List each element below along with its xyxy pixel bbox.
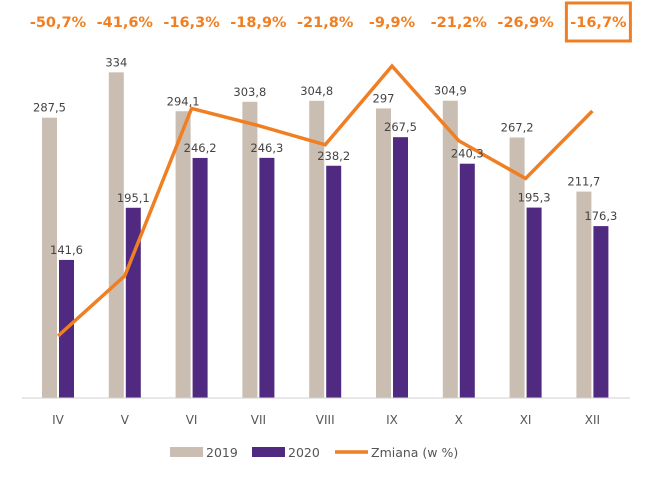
bar-2020-X <box>459 163 475 398</box>
x-tick-IV: IV <box>52 413 65 427</box>
legend-label-2019: 2019 <box>206 445 238 460</box>
value-label-2020-XI: 195,3 <box>518 191 551 205</box>
change-label-VII: -18,9% <box>230 15 287 31</box>
bar-2019-IV <box>42 117 57 398</box>
bar-2020-IX <box>393 137 408 398</box>
highlight-box <box>564 1 632 43</box>
value-label-2019-VII: 303,8 <box>233 85 266 99</box>
value-labels: 287,5 141,6 334 195,1 294,1 246,2 303,8 246,3 30… <box>33 55 617 257</box>
x-tick-XI: XI <box>520 413 532 427</box>
x-tick-VIII: VIII <box>316 413 335 427</box>
x-tick-labels: IV V VI VII VIII IX X XI XII <box>52 413 600 427</box>
bar-2019-IX <box>376 108 391 399</box>
value-label-2020-V: 195,1 <box>117 191 150 205</box>
bar-2020-V <box>125 207 141 398</box>
value-label-2020-XII: 176,3 <box>584 209 617 223</box>
value-label-2019-X: 304,9 <box>434 84 467 98</box>
legend-swatch-2019 <box>170 447 203 457</box>
change-line <box>56 63 594 338</box>
legend: 2019 2020 Zmiana (w %) <box>170 445 458 460</box>
value-label-2020-VIII: 238,2 <box>317 149 350 163</box>
x-tick-VI: VI <box>186 413 198 427</box>
value-label-2019-V: 334 <box>105 55 127 69</box>
change-label-V: -41,6% <box>97 15 154 31</box>
x-tick-IX: IX <box>386 413 398 427</box>
change-label-X: -21,2% <box>431 15 488 31</box>
bar-2019-XII <box>576 191 592 398</box>
change-percent-labels: -50,7% -41,6% -16,3% -18,9% -21,8% -9,9% -21,2… <box>30 15 627 31</box>
value-label-2019-IX: 297 <box>373 91 395 105</box>
x-tick-V: V <box>121 413 130 427</box>
bar-2020-XI <box>526 207 542 398</box>
value-label-2019-XI: 267,2 <box>501 120 534 134</box>
change-label-IV: -50,7% <box>30 15 87 31</box>
change-label-IX: -9,9% <box>369 15 416 31</box>
bar-2019-VI <box>175 111 191 398</box>
bar-2019-VIII <box>309 100 325 398</box>
bar-2020-VII <box>259 157 275 398</box>
change-label-VIII: -21,8% <box>297 15 354 31</box>
legend-swatch-2020 <box>252 447 285 457</box>
bar-2019-V <box>108 72 124 398</box>
bar-2020-VIII <box>326 165 342 398</box>
bar-2019-X <box>442 100 458 398</box>
value-label-2019-IV: 287,5 <box>33 101 66 115</box>
value-label-2019-XII: 211,7 <box>567 175 600 189</box>
change-label-XII: -16,7% <box>570 15 627 31</box>
value-label-2020-VII: 246,3 <box>250 141 283 155</box>
value-label-2019-VIII: 304,8 <box>300 84 333 98</box>
value-label-2020-VI: 246,2 <box>184 141 217 155</box>
bar-2020-XII <box>593 226 609 398</box>
legend-label-change: Zmiana (w %) <box>371 445 458 460</box>
x-tick-VII: VII <box>251 413 266 427</box>
change-label-VI: -16,3% <box>163 15 220 31</box>
x-tick-X: X <box>455 413 463 427</box>
change-label-XI: -26,9% <box>497 15 554 31</box>
value-label-2020-X: 240,3 <box>451 147 484 161</box>
x-tick-XII: XII <box>585 413 600 427</box>
bar-2019-XI <box>509 137 525 399</box>
value-label-2019-VI: 294,1 <box>167 94 200 108</box>
legend-label-2020: 2020 <box>288 445 320 460</box>
bars <box>42 72 609 399</box>
value-label-2020-IV: 141,6 <box>50 243 83 257</box>
bar-2019-VII <box>242 101 258 399</box>
bar-2020-VI <box>192 157 208 398</box>
value-label-2020-IX: 267,5 <box>384 120 417 134</box>
